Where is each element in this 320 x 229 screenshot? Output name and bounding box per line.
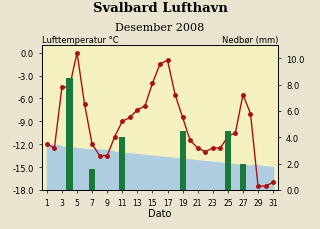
Bar (119, 138, 125, 190)
Bar (240, 164, 246, 190)
Text: Nedbør (mm): Nedbør (mm) (222, 35, 278, 44)
Bar (89, 169, 95, 190)
Bar (180, 131, 186, 190)
Text: Svalbard Lufthavn: Svalbard Lufthavn (92, 2, 228, 15)
X-axis label: Dato: Dato (148, 208, 172, 218)
Bar (67, 79, 73, 190)
Text: Desember 2008: Desember 2008 (116, 23, 204, 33)
Bar (225, 131, 231, 190)
Text: Lufttemperatur °C: Lufttemperatur °C (42, 35, 118, 44)
